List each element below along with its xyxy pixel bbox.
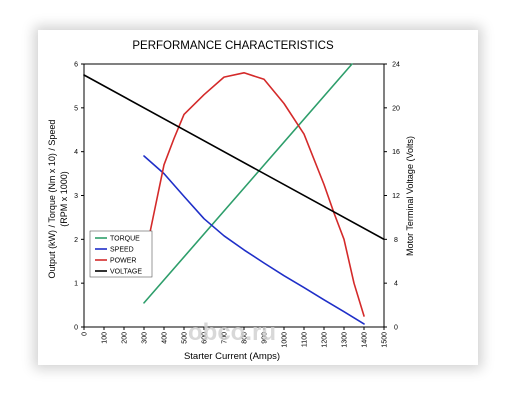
y-axis-label-right: Motor Terminal Voltage (Volts) xyxy=(405,136,415,256)
y-axis-label-left-line2: (RPM x 1000) xyxy=(59,171,69,227)
y-right-tick-label: 4 xyxy=(394,281,398,288)
x-tick-label: 900 xyxy=(262,332,269,344)
watermark-logo: obco.ru xyxy=(188,319,276,346)
x-tick-label: 1000 xyxy=(282,332,289,348)
x-tick-label: 100 xyxy=(102,332,109,344)
y-left-tick-label: 5 xyxy=(74,105,78,112)
legend-label-speed: SPEED xyxy=(110,247,134,254)
x-tick-label: 1300 xyxy=(342,332,349,348)
legend-label-torque: TORQUE xyxy=(110,236,140,243)
x-tick-label: 800 xyxy=(242,332,249,344)
x-tick-label: 0 xyxy=(82,332,89,336)
y-right-tick-label: 16 xyxy=(392,149,400,156)
plot-axes: 0 100 200 300 400 500 600 700 800 900 1000 1100 1200… xyxy=(74,62,400,348)
x-tick-label: 1400 xyxy=(362,332,369,348)
x-tick-label: 400 xyxy=(162,332,169,344)
chart-title: PERFORMANCE CHARACTERISTICS xyxy=(132,40,334,52)
series-lines xyxy=(83,63,385,325)
legend-label-power: POWER xyxy=(110,258,136,265)
y-left-tick-label: 1 xyxy=(74,281,78,288)
series-line-voltage xyxy=(83,74,385,241)
y-right-tick-label: 12 xyxy=(392,193,400,200)
y-left-tick-label: 4 xyxy=(74,149,78,156)
y-left-tick-label: 6 xyxy=(74,62,78,69)
legend-label-voltage: VOLTAGE xyxy=(110,269,142,276)
y-axis-label-left-line1: Output (kW) / Torque (Nm x 10) / Speed xyxy=(47,120,57,279)
x-tick-label: 1100 xyxy=(302,332,309,347)
x-tick-label: 500 xyxy=(182,332,189,344)
y-left-tick-label: 2 xyxy=(74,237,78,244)
plot-area-border xyxy=(83,63,385,328)
y-right-tick-label: 0 xyxy=(394,325,398,332)
y-left-tick-label: 3 xyxy=(74,193,78,200)
series-line-power xyxy=(143,72,365,317)
y-right-tick-label: 24 xyxy=(392,62,400,69)
y-right-tick-label: 8 xyxy=(394,237,398,244)
series-line-speed xyxy=(143,155,365,325)
x-tick-label: 300 xyxy=(142,332,149,344)
x-tick-label: 1500 xyxy=(382,332,389,348)
series-line-torque xyxy=(143,63,353,304)
x-tick-label: 700 xyxy=(222,332,229,344)
y-left-tick-label: 0 xyxy=(74,325,78,332)
x-tick-label: 1200 xyxy=(322,332,329,348)
y-right-tick-label: 20 xyxy=(392,105,400,112)
chart-frame xyxy=(38,30,478,365)
legend: TORQUE SPEED POWER VOLTAGE xyxy=(89,230,153,278)
x-tick-label: 600 xyxy=(202,332,209,344)
x-axis-label: Starter Current (Amps) xyxy=(184,351,280,362)
x-tick-label: 200 xyxy=(122,332,129,344)
